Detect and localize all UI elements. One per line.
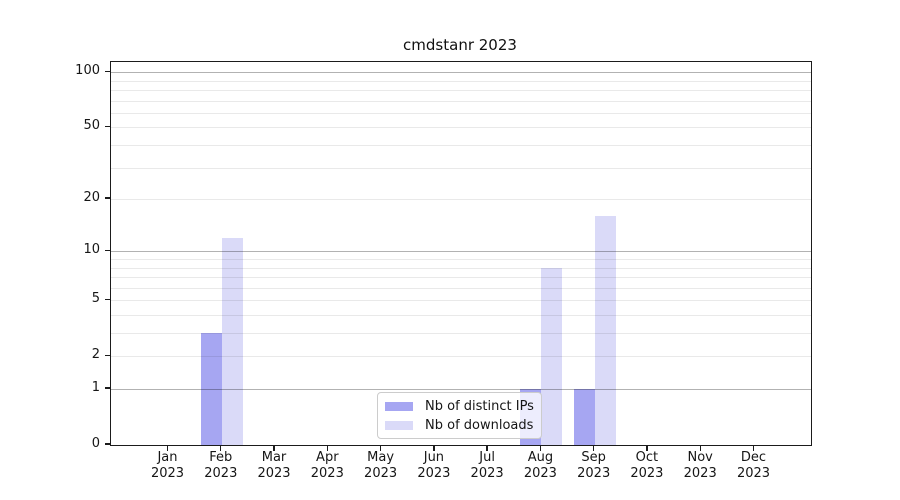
bar-nb-of-downloads-sep-2023 xyxy=(594,216,616,445)
y-tick-label: 0 xyxy=(91,436,100,451)
y-tick-label: 20 xyxy=(83,190,100,206)
x-tick-label: Mar 2023 xyxy=(257,450,291,481)
x-tick-label: Jul 2023 xyxy=(470,450,504,481)
legend: Nb of distinct IPs Nb of downloads xyxy=(377,392,542,439)
x-tick-label: Dec 2023 xyxy=(736,450,771,481)
y-tick-label: 100 xyxy=(75,63,100,79)
x-tick-mark xyxy=(326,445,328,451)
plot-inner xyxy=(111,62,811,445)
x-tick-mark xyxy=(539,445,542,451)
y-tick-label: 2 xyxy=(91,347,100,363)
legend-label-downloads: Nb of downloads xyxy=(425,417,534,433)
bar-nb-of-distinct-ips-sep-2023 xyxy=(573,389,595,445)
y-tick-mark xyxy=(105,298,110,300)
x-tick-mark xyxy=(646,445,648,451)
y-gridline-major xyxy=(111,72,811,74)
bar-nb-of-downloads-feb-2023 xyxy=(221,237,243,445)
plot-area xyxy=(110,61,812,446)
y-gridline-major xyxy=(111,251,811,253)
legend-item-distinct-ips: Nb of distinct IPs xyxy=(385,397,534,415)
y-tick-mark xyxy=(105,125,110,128)
y-tick-mark xyxy=(105,249,110,251)
x-tick-mark xyxy=(752,445,755,451)
y-tick-mark xyxy=(105,443,110,445)
x-tick-mark xyxy=(166,445,169,451)
y-gridline-minor xyxy=(111,287,811,289)
x-tick-label: Nov 2023 xyxy=(683,450,717,481)
y-gridline-minor xyxy=(111,127,811,129)
x-tick-label: Aug 2023 xyxy=(523,450,557,481)
x-tick-mark xyxy=(379,445,382,451)
y-gridline-minor xyxy=(111,267,811,269)
x-tick-mark xyxy=(433,445,435,451)
bar-nb-of-distinct-ips-feb-2023 xyxy=(200,333,222,445)
x-tick-label: Jan 2023 xyxy=(150,450,185,481)
x-tick-mark xyxy=(593,445,595,451)
y-gridline-minor xyxy=(111,277,811,278)
y-gridline-minor xyxy=(111,199,811,201)
y-gridline-minor xyxy=(111,80,811,82)
y-gridline-minor xyxy=(111,333,811,334)
x-tick-mark xyxy=(699,445,701,451)
y-tick-label: 50 xyxy=(83,118,100,134)
x-tick-label: Sep 2023 xyxy=(577,450,611,481)
x-tick-label: May 2023 xyxy=(364,450,398,481)
y-gridline-minor xyxy=(111,112,811,114)
y-tick-label: 1 xyxy=(91,380,100,395)
y-gridline-minor xyxy=(111,167,811,169)
x-tick-label: Feb 2023 xyxy=(204,450,238,481)
x-tick-label: Jun 2023 xyxy=(417,450,451,481)
y-tick-mark xyxy=(105,70,110,72)
x-tick-mark xyxy=(220,445,222,451)
y-gridline-minor xyxy=(111,300,811,302)
x-tick-mark xyxy=(273,445,275,451)
y-gridline-minor xyxy=(111,145,811,146)
y-gridline-minor xyxy=(111,90,811,91)
legend-label-distinct-ips: Nb of distinct IPs xyxy=(425,398,534,414)
y-tick-mark xyxy=(105,354,110,356)
x-tick-label: Apr 2023 xyxy=(310,450,344,481)
y-tick-label: 5 xyxy=(91,291,100,307)
bar-nb-of-downloads-aug-2023 xyxy=(541,267,563,445)
legend-swatch-downloads xyxy=(385,420,413,430)
y-gridline-minor xyxy=(111,259,811,260)
legend-swatch-distinct-ips xyxy=(385,401,413,411)
y-tick-mark xyxy=(105,197,110,199)
y-gridline-minor xyxy=(111,356,811,358)
y-gridline-minor xyxy=(111,315,811,316)
chart-title: cmdstanr 2023 xyxy=(403,36,517,54)
y-gridline-major xyxy=(111,389,811,390)
y-tick-label: 10 xyxy=(83,242,100,258)
legend-item-downloads: Nb of downloads xyxy=(385,416,534,434)
x-tick-mark xyxy=(486,445,488,451)
y-tick-mark xyxy=(105,387,110,389)
x-tick-label: Oct 2023 xyxy=(630,450,664,481)
y-gridline-minor xyxy=(111,100,811,102)
